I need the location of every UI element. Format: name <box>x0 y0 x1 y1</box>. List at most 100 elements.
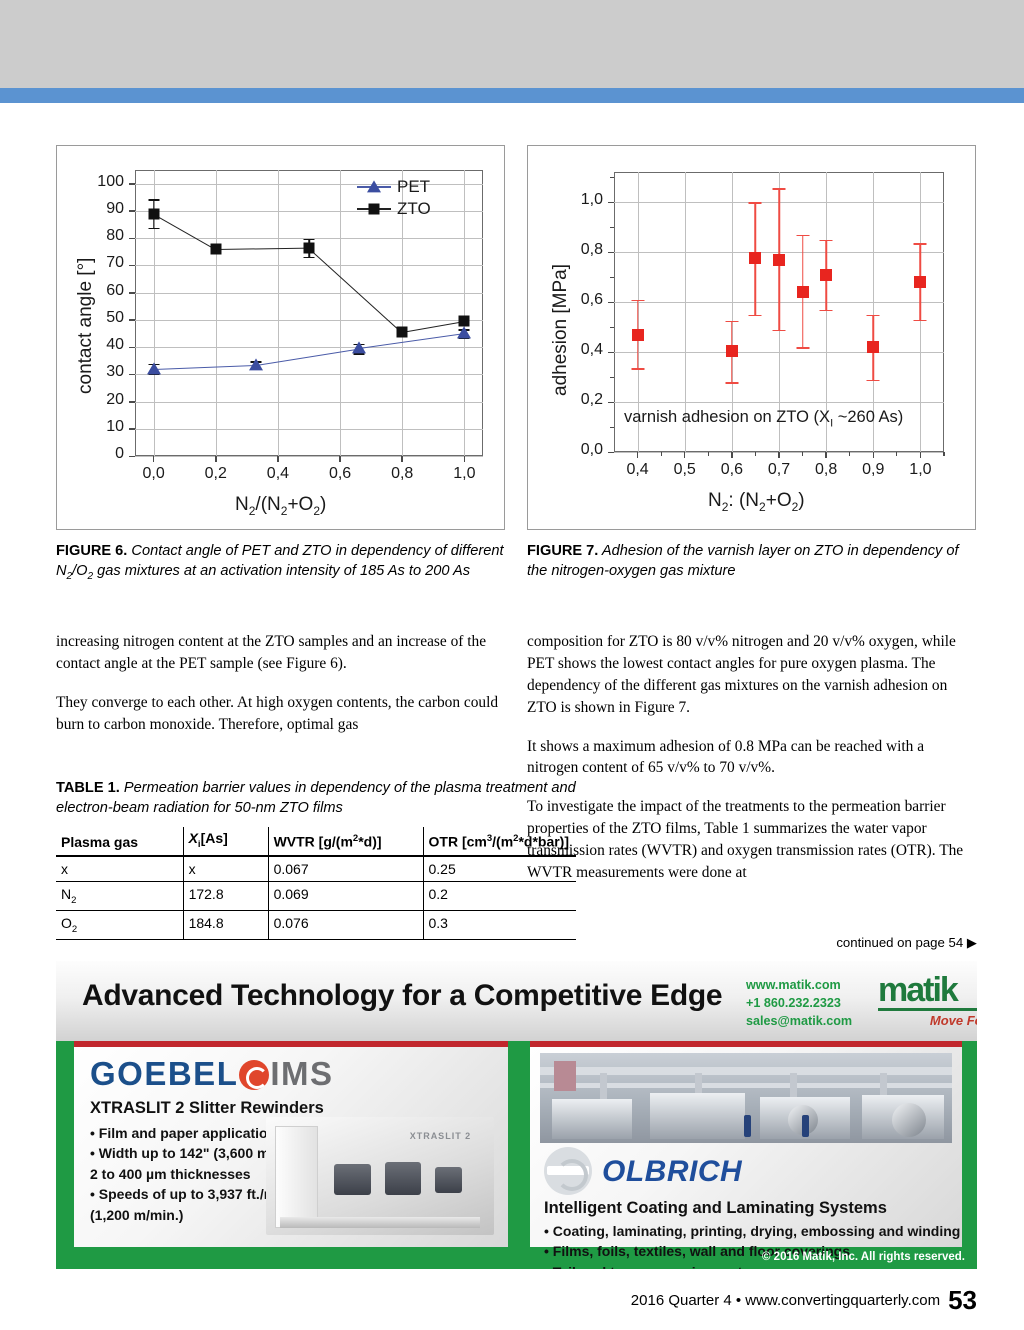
factory-machine-1 <box>552 1099 632 1139</box>
error-bar-cap <box>748 314 762 316</box>
legend-marker <box>368 203 380 215</box>
y-tick <box>129 428 135 430</box>
bullet-item: 2 to 400 µm thicknesses <box>90 1165 251 1182</box>
error-bar-cap <box>913 243 927 245</box>
error-bar-cap <box>148 199 160 201</box>
x-tick-label: 0,5 <box>673 461 696 478</box>
y-minor-tick <box>610 201 614 203</box>
continued-note[interactable]: continued on page 54 ▶ <box>836 935 977 950</box>
factory-beam-1 <box>540 1067 952 1075</box>
document-page: 0 10 20 30 40 50 60 70 80 90 100 0,0 0,2 0,4 0,6 0,8 1,0… <box>0 103 1024 1330</box>
ad-panel-goebel[interactable]: GOEBEL IMS XTRASLIT 2 Slitter Rewinders •… <box>74 1047 508 1247</box>
y-gridline <box>135 292 483 294</box>
advertisement-block[interactable]: Advanced Technology for a Competitive Ed… <box>56 961 977 1269</box>
x-tick <box>215 456 217 462</box>
y-minor-tick <box>610 176 614 178</box>
footer-issue-text: 2016 Quarter 4 • www.convertingquarterly… <box>630 1292 941 1309</box>
y-tick <box>129 373 135 376</box>
factory-machine-2 <box>650 1093 745 1139</box>
data-point-ZTO <box>210 243 222 255</box>
ad-panel-olbrich[interactable]: OLBRICH Intelligent Coating and Laminati… <box>530 1047 962 1269</box>
y-gridline <box>135 456 483 457</box>
error-bar-cap <box>303 238 315 241</box>
y-gridline <box>135 210 483 212</box>
machine-roll-3 <box>434 1166 463 1193</box>
x-tick-label: 1,0 <box>453 465 476 482</box>
matik-tagline: Move Forward <box>929 1013 977 1028</box>
figure-6-caption-t2: /O <box>72 563 88 580</box>
matik-underline <box>878 1008 977 1011</box>
matik-wordmark: matik <box>878 971 959 1009</box>
error-bar-cap <box>631 299 645 301</box>
y-axis-title: contact angle [°] <box>75 257 96 394</box>
y-minor-tick <box>610 226 614 228</box>
data-point-ZTO <box>458 315 470 327</box>
x-minor-tick <box>919 452 922 456</box>
bullet-item: • Width up to 142" (3,600 mm); <box>90 1145 292 1162</box>
error-bar-cap <box>772 188 786 190</box>
data-point-PET <box>249 358 264 371</box>
header-otr: OTR [cm3/(m2*d*bar)] <box>422 827 576 858</box>
x-tick-label: 1,0 <box>909 461 932 478</box>
ad-phone[interactable]: +1 860.232.2323 <box>746 995 841 1010</box>
ad-email[interactable]: sales@matik.com <box>746 1013 853 1028</box>
error-bar-cap <box>725 320 739 323</box>
top-gray-band <box>0 0 1024 88</box>
ad-red-bar-left <box>74 1041 508 1047</box>
y-minor-tick <box>610 451 614 453</box>
factory-worker-1 <box>744 1115 751 1137</box>
factory-worker-2 <box>802 1115 809 1137</box>
table-header-row: Plasma gas Xi[As] WVTR [g/(m2*d)] OTR [c… <box>56 827 576 858</box>
y-gridline <box>135 347 483 349</box>
y-tick-label: 90 <box>106 199 124 217</box>
y-gridline <box>135 428 483 430</box>
x-tick-label: 0,2 <box>204 465 227 482</box>
y-tick <box>129 319 135 321</box>
y-tick <box>129 210 135 212</box>
header-plasma-gas: Plasma gas <box>56 827 184 858</box>
data-point-ZTO <box>396 326 408 338</box>
x-tick-label: 0,6 <box>328 465 352 482</box>
x-gridline <box>826 172 828 452</box>
ad-website[interactable]: www.matik.com <box>746 978 841 992</box>
x-gridline <box>215 170 217 456</box>
y-tick-label: 0,2 <box>580 391 603 408</box>
cell-wvtr: 0.067 <box>267 856 423 883</box>
figure-6-plot: 0 10 20 30 40 50 60 70 80 90 100 0,0 0,2 0,4 0,6 0,8 1,0… <box>56 145 505 530</box>
chart-annotation: varnish adhesion on ZTO (XI ~260 As) <box>624 408 904 430</box>
x-tick <box>339 456 341 462</box>
y-axis-title: adhesion [MPa] <box>550 263 571 396</box>
figure-7-caption: FIGURE 7. Adhesion of the varnish layer … <box>527 541 967 581</box>
x-tick <box>463 456 466 462</box>
cell-otr: 0.3 <box>422 910 576 940</box>
error-bar-cap <box>631 368 645 370</box>
table-row: x x 0.067 0.25 <box>56 856 576 883</box>
legend-label: ZTO <box>397 199 431 218</box>
x-gridline <box>684 172 686 452</box>
matik-logo[interactable]: matik Move Forward <box>878 973 977 1031</box>
bullet-item: • Speeds of up to 3,937 ft./min. <box>90 1186 293 1203</box>
x-gridline <box>277 170 279 456</box>
series-line <box>402 321 465 334</box>
x-tick-label: 0,4 <box>626 461 649 478</box>
x-minor-tick <box>636 452 639 456</box>
x-minor-tick <box>660 452 662 456</box>
machine-roll-1 <box>334 1164 371 1195</box>
x-tick-label: 0,8 <box>815 461 838 478</box>
data-point-varnish adhesion <box>725 344 738 357</box>
factory-drum-2 <box>892 1103 926 1137</box>
data-point-varnish adhesion <box>867 341 880 353</box>
y-tick-label: 1,0 <box>580 191 603 208</box>
cell-plasma-gas: N2 <box>56 881 184 911</box>
y-tick <box>129 292 135 294</box>
bullet-item: • Film and paper applications <box>90 1125 284 1141</box>
x-axis-title: N2: (N2+O2) <box>708 490 805 514</box>
body-column-right: composition for ZTO is 80 v/v% nitrogen … <box>527 631 977 901</box>
x-tick-label: 0,8 <box>391 465 414 482</box>
x-minor-tick <box>707 452 709 456</box>
y-minor-tick <box>610 376 614 378</box>
header-xi: Xi[As] <box>182 827 269 858</box>
legend-line <box>357 180 391 193</box>
x-gridline <box>464 170 466 456</box>
page-footer: 2016 Quarter 4 • www.convertingquarterly… <box>631 1285 977 1316</box>
